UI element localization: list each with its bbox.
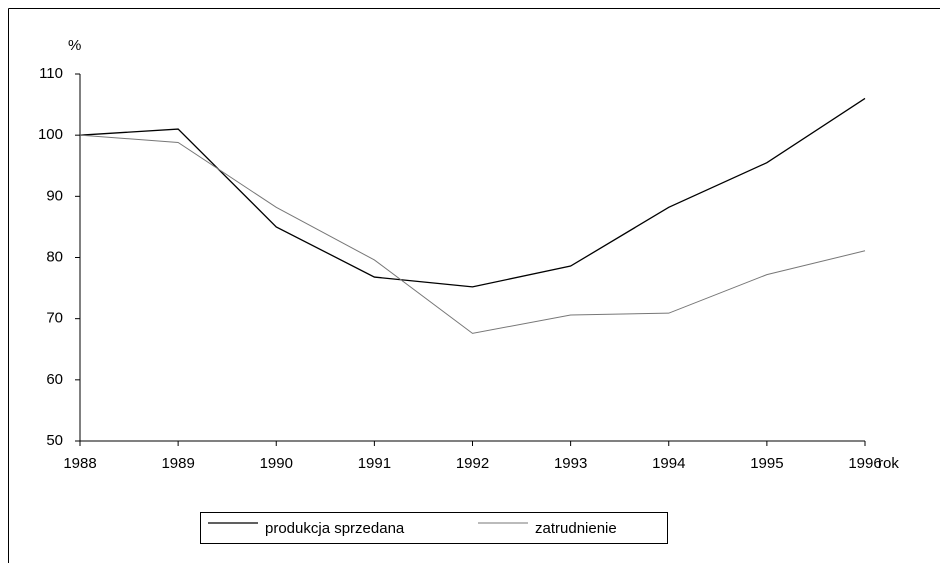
x-tick-label: 1991	[358, 455, 391, 472]
x-tick-label: 1996	[848, 455, 881, 472]
series-line	[79, 134, 866, 334]
y-axis-label: %	[68, 37, 81, 54]
legend-label: zatrudnienie	[535, 520, 617, 537]
legend-label: produkcja sprzedana	[265, 520, 405, 537]
x-tick-label: 1989	[161, 455, 194, 472]
x-tick-label: 1990	[260, 455, 293, 472]
y-tick-label: 80	[46, 248, 63, 265]
x-axis-label: rok	[878, 455, 899, 472]
y-tick-label: 90	[46, 187, 63, 204]
legend-box	[200, 512, 668, 544]
x-tick-label: 1993	[554, 455, 587, 472]
y-tick-label: 70	[46, 310, 63, 327]
y-tick-label: 50	[46, 432, 63, 449]
x-tick-label: 1995	[750, 455, 783, 472]
x-tick-label: 1994	[652, 455, 685, 472]
series-line	[79, 97, 866, 288]
x-tick-label: 1988	[63, 455, 96, 472]
x-tick-label: 1992	[456, 455, 489, 472]
y-tick-label: 110	[39, 65, 63, 82]
y-tick-label: 100	[38, 126, 63, 143]
y-tick-label: 60	[46, 371, 63, 388]
